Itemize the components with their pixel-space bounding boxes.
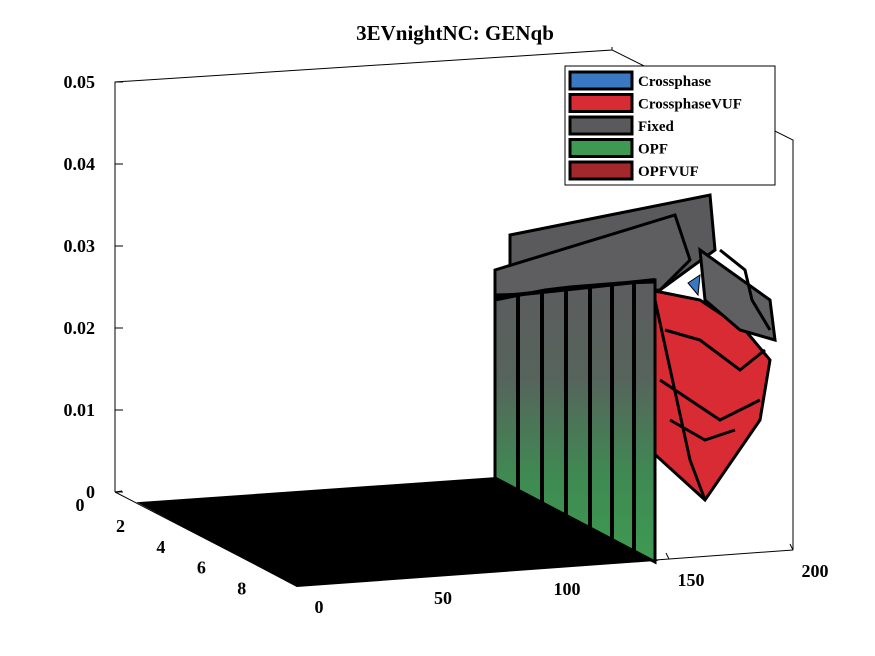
crossphase-vuf-ridge	[648, 288, 772, 503]
y-tick-label: 6	[197, 558, 206, 578]
y-tick-label: 0	[76, 495, 85, 515]
legend-label: OPFVUF	[638, 164, 699, 180]
legend-label: CrossphaseVUF	[638, 97, 742, 113]
fixed-ridge	[493, 193, 777, 343]
legend-label: Crossphase	[638, 74, 711, 90]
chart-title: 3EVnightNC: GENqb	[356, 21, 554, 45]
legend-swatch	[568, 160, 634, 181]
z-axis: 0 0.01 0.02 0.03 0.04 0.05	[64, 72, 123, 502]
z-tick-label: 0.04	[64, 154, 96, 174]
z-tick-label: 0.05	[64, 72, 96, 92]
x-tick-mark	[665, 552, 670, 560]
legend: Crossphase CrossphaseVUF Fixed OPF OPFVUF	[564, 65, 776, 186]
x-tick-mark	[789, 543, 794, 551]
y-tick-label: 8	[237, 579, 246, 599]
x-tick-label: 200	[802, 561, 829, 581]
z-tick-label: 0.01	[64, 400, 96, 420]
legend-swatch	[568, 70, 634, 91]
x-tick-label: 100	[554, 579, 581, 599]
y-tick-label: 2	[116, 516, 125, 536]
legend-label: Fixed	[638, 119, 674, 135]
legend-label: OPF	[638, 142, 668, 158]
x-tick-label: 0	[315, 597, 324, 617]
z-tick-label: 0	[86, 482, 95, 502]
main-wall	[493, 278, 657, 565]
x-tick-label: 150	[678, 570, 705, 590]
legend-swatch	[568, 93, 634, 113]
x-axis: 0 50 100 150 200	[293, 543, 829, 617]
legend-swatch	[568, 115, 634, 136]
y-tick-label: 4	[156, 537, 165, 557]
legend-swatch	[568, 138, 634, 158]
x-tick-label: 50	[434, 588, 452, 608]
y-tick-mark	[114, 490, 123, 493]
z-tick-label: 0.02	[64, 318, 96, 338]
z-tick-label: 0.03	[64, 236, 96, 256]
